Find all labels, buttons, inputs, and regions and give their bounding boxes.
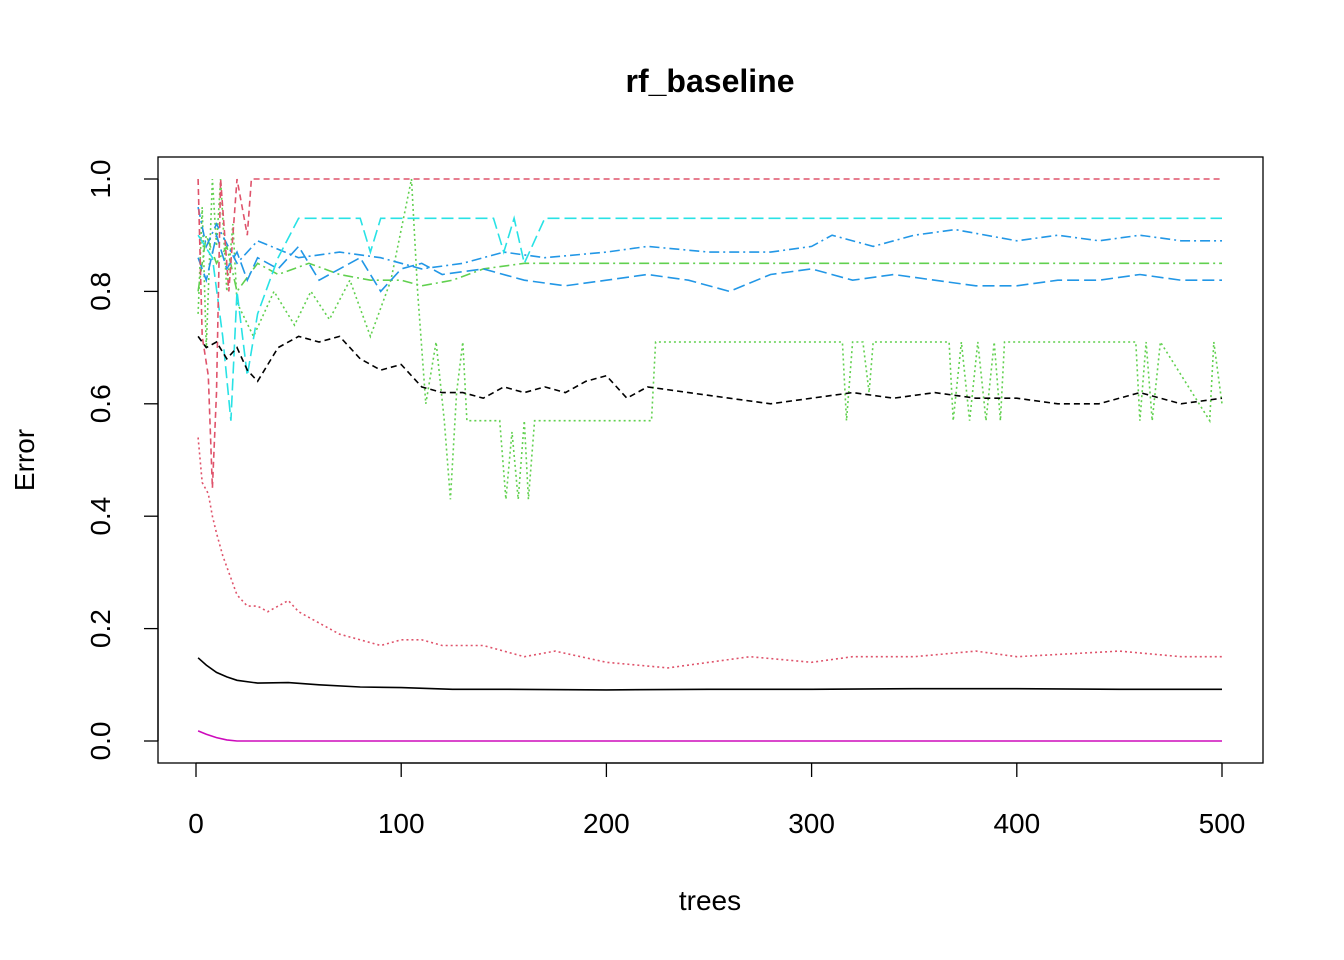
x-tick-label: 300 xyxy=(788,808,835,839)
series-line-2 xyxy=(197,437,1222,669)
series-line-10 xyxy=(197,335,1223,405)
y-tick-label: 0.8 xyxy=(85,272,116,311)
y-tick-label: 0.0 xyxy=(85,722,116,761)
y-tick-label: 0.6 xyxy=(85,384,116,423)
x-tick-label: 200 xyxy=(583,808,630,839)
x-tick-label: 0 xyxy=(188,808,204,839)
x-axis-label: trees xyxy=(679,885,741,916)
series-line-1 xyxy=(197,657,1222,691)
y-axis: 0.0 0.2 0.4 0.6 0.8 1.0 xyxy=(85,160,159,761)
y-tick-label: 1.0 xyxy=(85,160,116,199)
series-layer xyxy=(197,178,1223,742)
series-line-3 xyxy=(197,178,1223,500)
x-tick-label: 400 xyxy=(993,808,1040,839)
series-line-6 xyxy=(197,206,1222,270)
series-line-4 xyxy=(197,234,1222,294)
series-line-8 xyxy=(197,730,1222,742)
x-tick-label: 500 xyxy=(1199,808,1246,839)
chart-title: rf_baseline xyxy=(626,63,795,99)
series-line-5 xyxy=(197,232,1222,293)
plot-frame xyxy=(157,156,1264,764)
x-axis: 0 100 200 300 400 500 xyxy=(188,762,1246,839)
y-tick-label: 0.4 xyxy=(85,497,116,536)
x-tick-label: 100 xyxy=(378,808,425,839)
y-axis-label: Error xyxy=(9,429,40,491)
series-line-7 xyxy=(197,215,1222,421)
y-tick-label: 0.2 xyxy=(85,609,116,648)
series-line-9 xyxy=(197,178,1222,489)
